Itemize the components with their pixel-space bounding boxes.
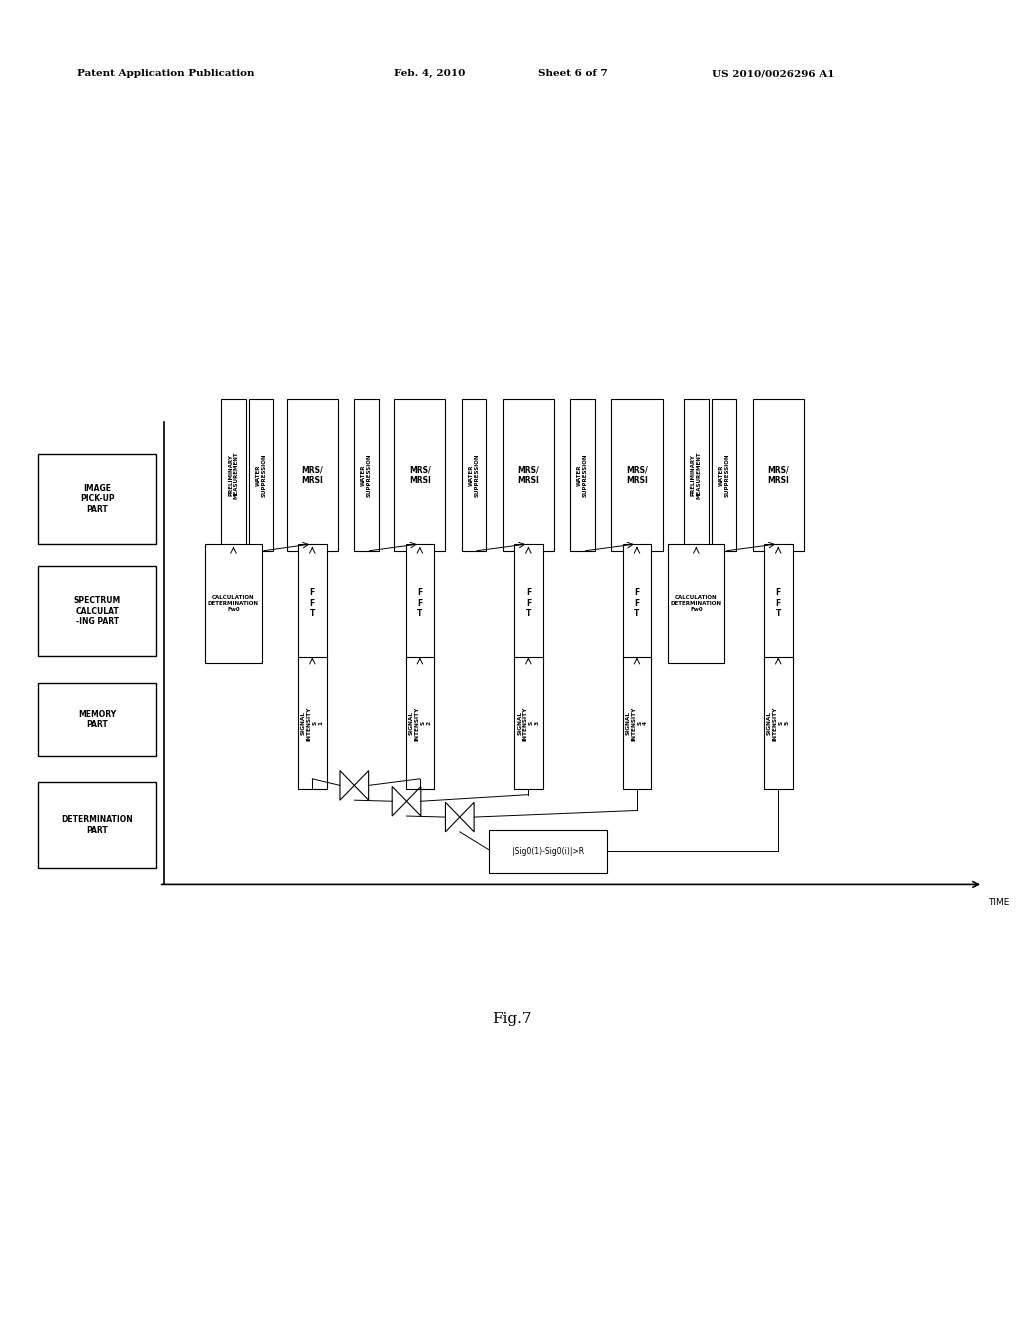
Text: SIGNAL
INTENSITY
S
3: SIGNAL INTENSITY S 3 <box>517 706 540 741</box>
Bar <box>514 657 543 789</box>
Bar <box>39 454 156 544</box>
Bar <box>249 400 273 552</box>
Bar <box>406 544 434 663</box>
Bar <box>39 566 156 656</box>
Bar <box>712 400 736 552</box>
Text: |Sig0(1)-Sig0(i)|>R: |Sig0(1)-Sig0(i)|>R <box>512 847 584 855</box>
Text: PRELIMINARY
MEASUREMENT: PRELIMINARY MEASUREMENT <box>228 451 239 499</box>
Text: Fig.7: Fig.7 <box>493 1012 531 1026</box>
Bar <box>394 400 445 552</box>
Text: F
F
T: F F T <box>417 589 423 618</box>
Text: SIGNAL
INTENSITY
S
4: SIGNAL INTENSITY S 4 <box>626 706 648 741</box>
Text: WATER
SUPPRESSION: WATER SUPPRESSION <box>256 454 266 496</box>
Text: MRS/
MRSI: MRS/ MRSI <box>626 466 648 484</box>
Text: Patent Application Publication: Patent Application Publication <box>77 70 254 78</box>
Bar <box>669 544 725 663</box>
Bar <box>684 400 709 552</box>
Text: WATER
SUPPRESSION: WATER SUPPRESSION <box>719 454 729 496</box>
Bar <box>205 544 262 663</box>
Bar <box>514 544 543 663</box>
Bar <box>39 684 156 755</box>
Text: CALCULATION
DETERMINATION
Fw0: CALCULATION DETERMINATION Fw0 <box>671 595 722 611</box>
Text: MRS/
MRSI: MRS/ MRSI <box>301 466 324 484</box>
Bar <box>623 657 651 789</box>
Bar <box>753 400 804 552</box>
Text: MRS/
MRSI: MRS/ MRSI <box>517 466 540 484</box>
Bar <box>489 830 606 874</box>
Text: TIME: TIME <box>988 898 1010 907</box>
Text: F
F
T: F F T <box>309 589 315 618</box>
Text: Feb. 4, 2010: Feb. 4, 2010 <box>394 70 466 78</box>
Bar <box>764 544 793 663</box>
Text: US 2010/0026296 A1: US 2010/0026296 A1 <box>712 70 835 78</box>
Bar <box>611 400 663 552</box>
Text: Sheet 6 of 7: Sheet 6 of 7 <box>538 70 607 78</box>
Bar <box>503 400 554 552</box>
Bar <box>764 657 793 789</box>
Text: CALCULATION
DETERMINATION
Fw0: CALCULATION DETERMINATION Fw0 <box>208 595 259 611</box>
Bar <box>39 781 156 869</box>
Text: F
F
T: F F T <box>525 589 531 618</box>
Bar <box>298 544 327 663</box>
Text: WATER
SUPPRESSION: WATER SUPPRESSION <box>578 454 588 496</box>
Bar <box>287 400 338 552</box>
Text: WATER
SUPPRESSION: WATER SUPPRESSION <box>469 454 479 496</box>
Text: PRELIMINARY
MEASUREMENT: PRELIMINARY MEASUREMENT <box>691 451 701 499</box>
Text: F
F
T: F F T <box>775 589 781 618</box>
Text: SIGNAL
INTENSITY
S
1: SIGNAL INTENSITY S 1 <box>301 706 324 741</box>
Text: MRS/
MRSI: MRS/ MRSI <box>409 466 431 484</box>
Bar <box>354 400 379 552</box>
Bar <box>623 544 651 663</box>
Text: MRS/
MRSI: MRS/ MRSI <box>767 466 790 484</box>
Text: SIGNAL
INTENSITY
S
5: SIGNAL INTENSITY S 5 <box>767 706 790 741</box>
Text: IMAGE
PICK-UP
PART: IMAGE PICK-UP PART <box>80 484 115 513</box>
Text: F
F
T: F F T <box>634 589 640 618</box>
Text: SIGNAL
INTENSITY
S
2: SIGNAL INTENSITY S 2 <box>409 706 431 741</box>
Text: WATER
SUPPRESSION: WATER SUPPRESSION <box>361 454 372 496</box>
Bar <box>221 400 246 552</box>
Bar <box>406 657 434 789</box>
Bar <box>298 657 327 789</box>
Bar <box>462 400 486 552</box>
Text: SPECTRUM
CALCULAT
-ING PART: SPECTRUM CALCULAT -ING PART <box>74 597 121 626</box>
Text: DETERMINATION
PART: DETERMINATION PART <box>61 816 133 834</box>
Text: MEMORY
PART: MEMORY PART <box>78 710 117 729</box>
Bar <box>570 400 595 552</box>
